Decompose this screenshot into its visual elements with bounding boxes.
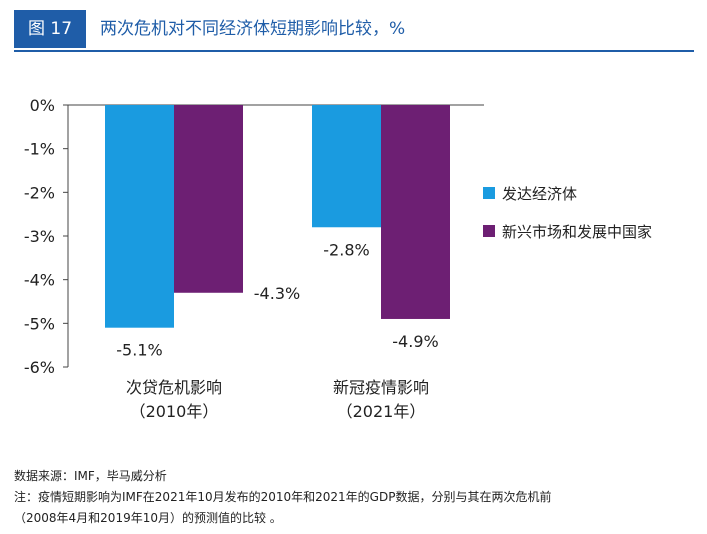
chart-notes: 数据来源：IMF，毕马威分析 注：疫情短期影响为IMF在2021年10月发布的2…	[14, 466, 699, 529]
y-tick-label: -5%	[24, 314, 55, 333]
legend-label-advanced: 发达经济体	[502, 184, 578, 203]
y-tick-label: -2%	[24, 183, 55, 202]
source-note: 数据来源：IMF，毕马威分析	[14, 469, 167, 483]
legend-swatch-advanced	[483, 187, 495, 199]
category-sublabel: （2021年）	[337, 402, 426, 421]
figure-header: 图 17 两次危机对不同经济体短期影响比较，%	[0, 0, 707, 56]
legend-swatch-emerging	[483, 225, 495, 237]
legend-label-emerging: 新兴市场和发展中国家	[502, 222, 653, 241]
y-tick-label: -6%	[24, 358, 55, 377]
legend-item-advanced-economies: 发达经济体	[483, 183, 652, 203]
y-tick-label: 0%	[30, 96, 55, 115]
figure-number-badge: 图 17	[14, 10, 86, 48]
footnote-line-2: （2008年4月和2019年10月）的预测值的比较 。	[14, 511, 282, 525]
bar-chart: 0% -1% -2% -3% -4% -5% -6% -5.1% -2.8% -4.3% -4.9%…	[24, 96, 484, 421]
bar-emerging-2	[381, 105, 450, 319]
data-label: -4.9%	[392, 332, 438, 351]
category-label: 新冠疫情影响	[333, 378, 429, 397]
bar-advanced-1	[105, 105, 174, 328]
y-tick-label: -4%	[24, 271, 55, 290]
bar-emerging-1	[174, 105, 243, 293]
y-tick-label: -3%	[24, 227, 55, 246]
data-label: -2.8%	[323, 240, 369, 259]
category-sublabel: （2010年）	[130, 402, 219, 421]
y-tick-label: -1%	[24, 140, 55, 159]
data-label: -4.3%	[254, 284, 300, 303]
chart-legend: 发达经济体 新兴市场和发展中国家	[483, 183, 652, 259]
data-label: -5.1%	[116, 341, 162, 360]
figure-title: 两次危机对不同经济体短期影响比较，%	[100, 19, 406, 39]
bar-advanced-2	[312, 105, 381, 228]
footnote-line-1: 注：疫情短期影响为IMF在2021年10月发布的2010年和2021年的GDP数…	[14, 490, 552, 504]
legend-item-emerging-economies: 新兴市场和发展中国家	[483, 221, 652, 241]
category-label: 次贷危机影响	[126, 378, 222, 397]
header-divider	[14, 50, 694, 52]
